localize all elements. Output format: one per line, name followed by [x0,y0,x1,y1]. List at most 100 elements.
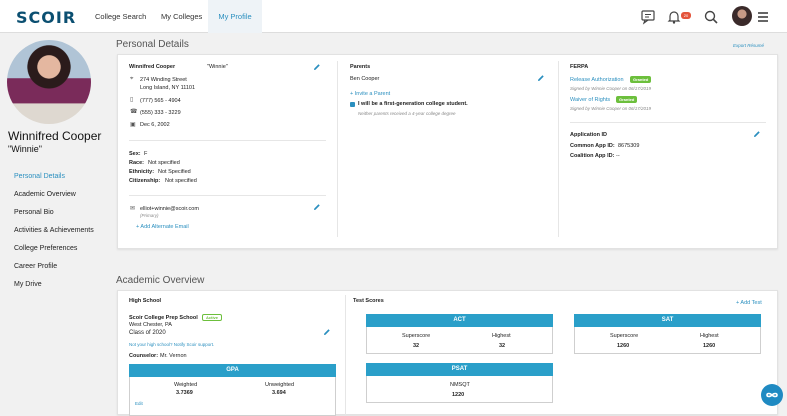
sidebar-item-college-preferences[interactable]: College Preferences [14,245,78,252]
nav-my-colleges[interactable]: My Colleges [161,12,203,21]
bell-icon[interactable] [666,9,682,25]
phone-1: (777) 565 - 4904 [140,98,181,104]
psat-header: PSAT [366,363,553,376]
ethnicity-value: Not Specified [158,169,191,175]
citizenship-label: Citizenship: [129,178,161,184]
citizenship-value: Not specified [165,178,197,184]
act-highest-value: 32 [499,343,506,349]
granted-badge: Granted [630,76,652,83]
edit-pencil-icon[interactable] [313,63,321,71]
divider [570,122,766,123]
ethnicity-label: Ethnicity: [129,169,155,175]
academic-overview-title: Academic Overview [116,275,205,286]
act-highest-label: Highest [492,333,511,339]
top-nav-bar: SCOIR College Search My Colleges My Prof… [0,0,787,33]
nav-my-profile[interactable]: My Profile [208,0,262,33]
high-school-title: High School [129,298,162,304]
column-divider [558,61,559,237]
sidebar-item-career-profile[interactable]: Career Profile [14,263,58,270]
sidebar-item-personal-bio[interactable]: Personal Bio [14,209,54,216]
nickname: "Winnie" [207,64,228,70]
gpa-weighted-label: Weighted [174,382,198,388]
profile-sidebar: Winnifred Cooper "Winnie" Personal Detai… [0,33,110,410]
notify-support-link[interactable]: Not your high school? Notify Scoir suppo… [129,342,215,347]
first-gen-label: I will be a first-generation college stu… [358,101,468,107]
sidebar-item-my-drive[interactable]: My Drive [14,281,42,288]
academic-overview-card: High School Scoir College Prep School Ac… [117,290,778,416]
menu-icon[interactable] [755,9,771,25]
waiver-of-rights-link[interactable]: Waiver of Rights [570,97,611,103]
act-header: ACT [366,314,553,327]
waiver-signature: Signed by Winnie Cooper on 06/17/2019 [570,106,652,111]
edit-pencil-icon[interactable] [313,203,321,211]
gpa-unweighted-label: Unweighted [265,382,295,388]
sidebar-item-activities[interactable]: Activities & Achievements [14,227,94,234]
phone-icon: ☎ [130,109,138,115]
add-alternate-email-link[interactable]: + Add Alternate Email [136,224,189,230]
first-gen-note: Neither parents received a 4-year colleg… [358,111,456,116]
divider [129,140,326,141]
edit-pencil-icon[interactable] [323,328,331,336]
application-id-title: Application ID [570,132,607,138]
invite-parent-link[interactable]: + Invite a Parent [350,91,391,97]
coalition-app-value: -- [616,153,620,159]
user-avatar[interactable] [732,6,752,26]
test-scores-title: Test Scores [353,298,384,304]
counselor-name: Mr. Vernon [160,353,187,359]
mobile-phone-icon: ▯ [130,97,134,103]
sat-superscore-label: Superscore [610,333,639,339]
parent-name: Ben Cooper [350,76,380,82]
sat-highest-value: 1260 [703,343,716,349]
profile-nickname: "Winnie" [8,144,42,154]
edit-pencil-icon[interactable] [537,74,545,82]
profile-photo [7,40,91,124]
sat-header: SAT [574,314,761,327]
gpa-edit-link[interactable]: Edit [135,401,143,406]
location-icon: ⌖ [130,76,134,82]
address-line-1: 274 Winding Street [140,77,187,83]
sex-label: Sex: [129,151,141,157]
full-name: Winnifred Cooper [129,64,176,70]
scoir-logo[interactable]: SCOIR [16,8,77,27]
sat-highest-label: Highest [700,333,719,339]
notification-badge: 20 [681,12,691,19]
active-badge: Active [202,314,223,321]
sat-superscore-value: 1260 [617,343,630,349]
act-superscore-value: 32 [413,343,420,349]
scoir-help-button[interactable] [761,384,783,406]
psat-nmsqt-label: NMSQT [450,382,470,388]
school-name: Scoir College Prep School [129,315,198,321]
act-superscore-label: Superscore [402,333,431,339]
psat-nmsqt-value: 1220 [452,392,465,398]
first-gen-checkbox[interactable] [350,102,355,107]
personal-details-title: Personal Details [116,39,189,50]
edit-pencil-icon[interactable] [753,130,761,138]
email-address: elliot+winnie@scoir.com [140,206,199,212]
release-signature: Signed by Winnie Cooper on 06/17/2019 [570,86,652,91]
release-authorization-link[interactable]: Release Authorization [570,77,624,83]
sidebar-item-academic-overview[interactable]: Academic Overview [14,191,76,198]
chat-icon[interactable] [640,9,656,25]
common-app-label: Common App ID: [570,143,615,149]
sex-value: F [144,151,148,157]
divider [129,195,326,196]
email-primary-note: (Primary) [140,213,159,218]
common-app-value: 8675309 [618,143,640,149]
nav-college-search[interactable]: College Search [95,12,147,21]
date-of-birth: Dec 6, 2002 [140,122,170,128]
coalition-app-label: Coalition App ID: [570,153,615,159]
race-value: Not specified [148,160,180,166]
gpa-header: GPA [129,364,336,377]
phone-2: (555) 333 - 3229 [140,110,181,116]
address-line-2: Long Island, NY 11101 [140,85,196,91]
gpa-weighted-value: 3.7369 [176,390,193,396]
search-icon[interactable] [703,9,719,25]
export-resume-link[interactable]: Export Résumé [733,43,765,48]
column-divider [345,295,346,415]
class-year: Class of 2020 [129,330,166,336]
email-icon: ✉ [130,206,136,212]
sidebar-item-personal-details[interactable]: Personal Details [14,173,65,180]
school-city: West Chester, PA [129,322,172,328]
race-label: Race: [129,160,144,166]
add-test-link[interactable]: + Add Test [736,300,762,306]
